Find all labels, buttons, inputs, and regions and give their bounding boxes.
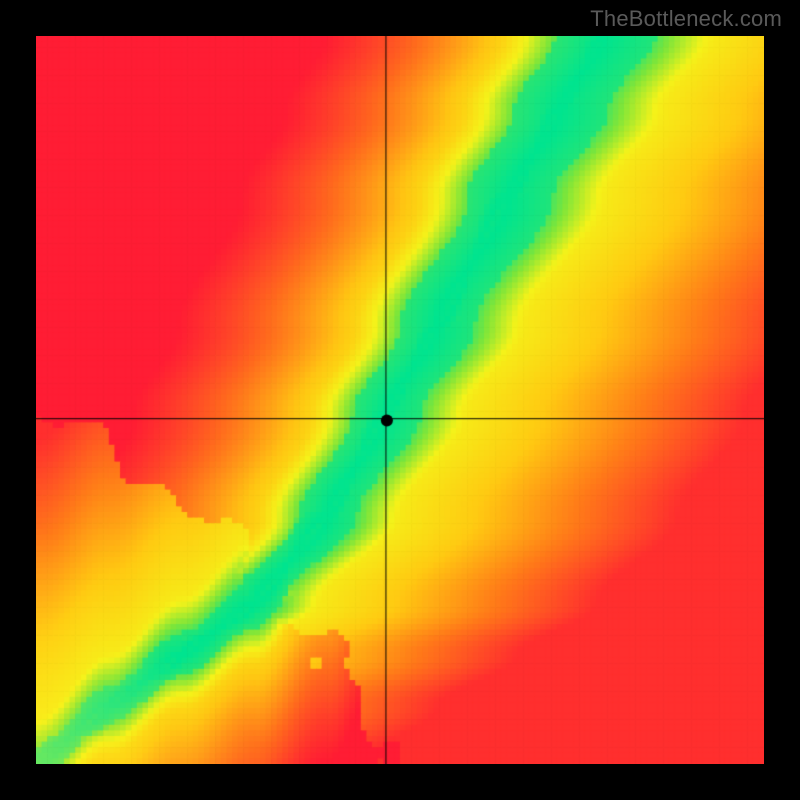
plot-area xyxy=(36,36,764,764)
heatmap-canvas xyxy=(36,36,764,764)
chart-container: TheBottleneck.com xyxy=(0,0,800,800)
watermark-text: TheBottleneck.com xyxy=(590,6,782,32)
